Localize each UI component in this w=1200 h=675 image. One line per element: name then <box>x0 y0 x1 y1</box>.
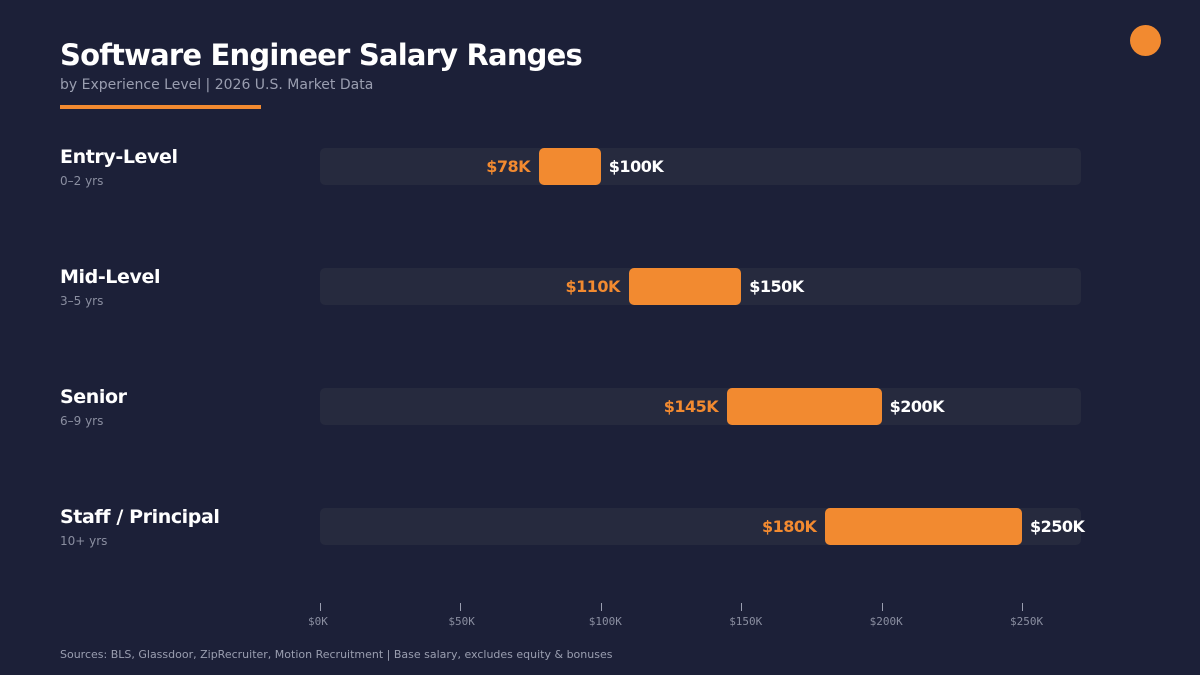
high-label: $200K <box>889 397 945 416</box>
high-label: $250K <box>1030 517 1085 536</box>
range-bar <box>539 148 601 185</box>
high-label: $100K <box>608 157 664 176</box>
axis-tick <box>1022 603 1023 611</box>
row-label: Staff / Principal <box>60 506 220 528</box>
decorative-dot <box>1130 25 1161 56</box>
row-label: Senior <box>60 386 127 408</box>
axis-tick <box>320 603 321 611</box>
row-label: Entry-Level <box>60 146 178 168</box>
axis-tick-label: $200K <box>869 615 903 628</box>
axis-tick-label: $100K <box>588 615 622 628</box>
range-track <box>320 148 1081 185</box>
row-experience: 3–5 yrs <box>60 294 104 308</box>
row-experience: 10+ yrs <box>60 534 108 548</box>
chart-subtitle: by Experience Level | 2026 U.S. Market D… <box>60 77 374 93</box>
row-experience: 6–9 yrs <box>60 414 104 428</box>
range-bar <box>727 388 882 425</box>
row-experience: 0–2 yrs <box>60 174 104 188</box>
row-label: Mid-Level <box>60 266 161 288</box>
range-bar <box>825 508 1022 545</box>
range-track <box>320 388 1081 425</box>
high-label: $150K <box>749 277 804 296</box>
chart-title: Software Engineer Salary Ranges <box>60 38 583 72</box>
low-label: $145K <box>663 397 719 416</box>
accent-underline <box>60 105 261 109</box>
axis-tick-label: $50K <box>448 615 475 628</box>
sources-note: Sources: BLS, Glassdoor, ZipRecruiter, M… <box>60 648 613 661</box>
axis-tick <box>881 603 883 611</box>
axis-tick-label: $150K <box>729 615 763 628</box>
low-label: $78K <box>486 157 531 176</box>
range-bar <box>628 268 742 305</box>
low-label: $180K <box>762 517 817 536</box>
axis-tick-label: $250K <box>1010 615 1044 628</box>
axis-tick-label: $0K <box>308 615 328 628</box>
axis-tick <box>741 603 743 611</box>
axis-tick <box>600 603 602 611</box>
low-label: $110K <box>565 277 620 296</box>
axis-tick <box>460 603 462 611</box>
